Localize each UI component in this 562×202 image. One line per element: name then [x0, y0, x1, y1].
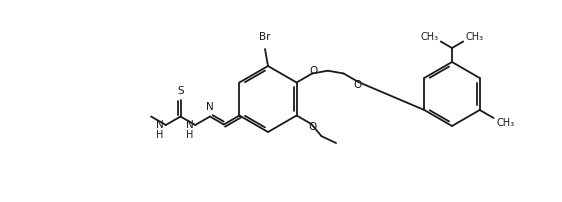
Text: Br: Br	[259, 32, 271, 42]
Text: N: N	[156, 120, 164, 130]
Text: O: O	[353, 80, 361, 90]
Text: O: O	[309, 65, 318, 76]
Text: S: S	[177, 85, 184, 96]
Text: N: N	[206, 102, 214, 113]
Text: CH₃: CH₃	[497, 118, 515, 128]
Text: H: H	[186, 130, 193, 140]
Text: O: O	[308, 122, 316, 132]
Text: N: N	[185, 120, 193, 130]
Text: H: H	[156, 130, 164, 140]
Text: CH₃: CH₃	[465, 32, 483, 41]
Text: CH₃: CH₃	[420, 32, 439, 41]
